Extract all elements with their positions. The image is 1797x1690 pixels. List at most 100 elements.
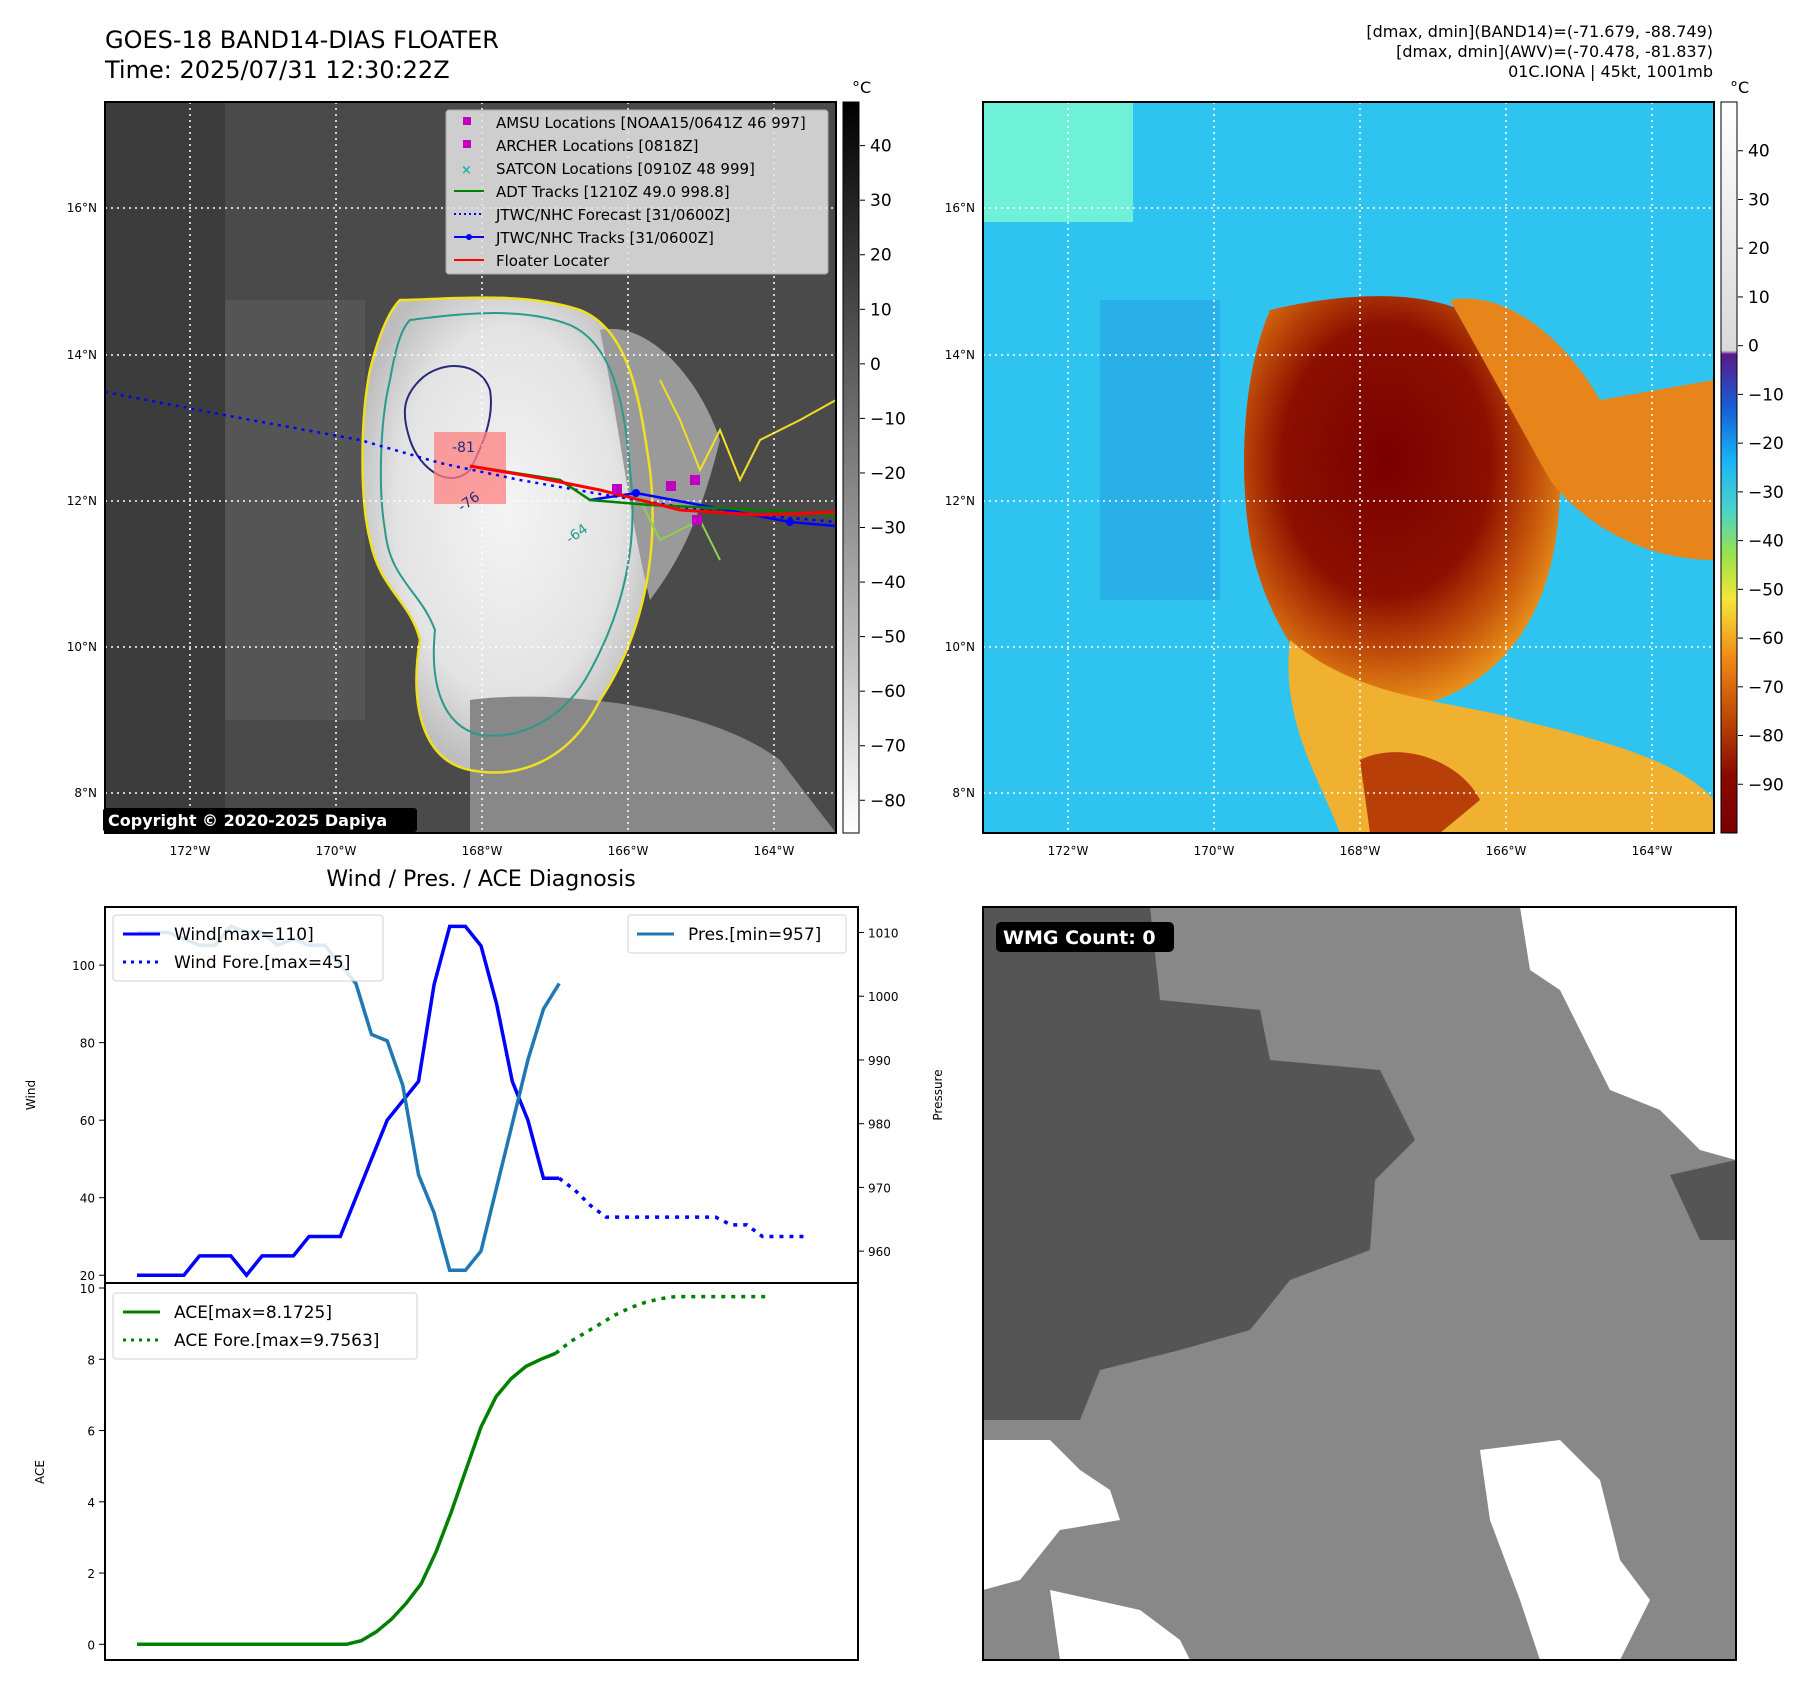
legend-jtwc: JTWC/NHC Tracks [31/0600Z] <box>495 229 714 247</box>
colorbar-tick-label: 30 <box>1748 190 1770 210</box>
ir-lon-tick: 170°W <box>316 844 357 858</box>
legend-wind-fore: Wind Fore.[max=45] <box>174 953 350 973</box>
awv-lat-tick: 14°N <box>945 348 975 362</box>
ir-panel: -81 -76 -64 AMSU Locations [NOAA15/0641Z… <box>67 78 906 858</box>
ir-lat-tick: 16°N <box>67 201 97 215</box>
copyright-badge <box>103 808 417 832</box>
awv-colorbar <box>1720 101 1738 834</box>
legend-floater: Floater Locater <box>496 252 610 270</box>
ir-lat-ticks: 16°N 14°N 12°N 10°N 8°N <box>67 201 97 800</box>
wmg-panel: WMG Count: 0 <box>982 906 1737 1661</box>
legend-ace-fore: ACE Fore.[max=9.7563] <box>174 1331 379 1351</box>
ace-frame <box>104 1282 859 1661</box>
info-awv: [dmax, dmin](AWV)=(-70.478, -81.837) <box>1396 42 1713 61</box>
colorbar-tick-label: −60 <box>1748 629 1784 649</box>
ir-lon-tick: 172°W <box>170 844 211 858</box>
colorbar-tick-label: 10 <box>870 300 892 320</box>
ace-axis-label: ACE <box>33 1460 47 1484</box>
ace-chart: 0 2 4 6 8 10 ACE ACE[max=8.1725] ACE Fore.[ma… <box>33 1282 859 1661</box>
pressure-y-tick-label: 1000 <box>868 990 899 1004</box>
pressure-y-tick-label: 960 <box>868 1245 891 1259</box>
ace-y-ticks: 0 2 4 6 8 10 <box>80 1282 105 1652</box>
pressure-axis-label: Pressure <box>931 1069 945 1120</box>
wind-y-tick-label: 80 <box>80 1037 95 1051</box>
info-storm: 01C.IONA | 45kt, 1001mb <box>1508 62 1713 81</box>
colorbar-tick-label: 10 <box>1748 288 1770 308</box>
colorbar-tick-label: −40 <box>1748 532 1784 552</box>
wind-y-tick-label: 20 <box>80 1269 95 1283</box>
legend-wind: Wind[max=110] <box>174 925 314 945</box>
wmg-count: WMG Count: 0 <box>1003 927 1156 949</box>
pressure-y-ticks: 960 970 980 990 1000 1010 <box>858 926 899 1259</box>
wind-y-tick-label: 40 <box>80 1192 95 1206</box>
ir-lat-tick: 8°N <box>74 786 97 800</box>
colorbar-tick-label: −20 <box>1748 434 1784 454</box>
awv-lat-tick: 10°N <box>945 640 975 654</box>
colorbar-tick-label: 30 <box>870 191 892 211</box>
wmg-white-region-w <box>983 1440 1120 1590</box>
colorbar-tick-label: −40 <box>870 573 906 593</box>
awv-lat-ticks: 16°N 14°N 12°N 10°N 8°N <box>945 201 975 800</box>
amsu-marker <box>612 484 622 494</box>
archer-marker <box>666 481 676 491</box>
wind-y-tick-label: 60 <box>80 1114 95 1128</box>
wmg-dark-region <box>983 907 1415 1420</box>
awv-lat-tick: 12°N <box>945 494 975 508</box>
colorbar-tick-label: 40 <box>870 137 892 157</box>
colorbar-tick-label: 20 <box>1748 239 1770 259</box>
ir-frame <box>104 101 837 834</box>
ir-lon-ticks: 172°W 170°W 168°W 166°W 164°W <box>170 844 795 858</box>
wind-legend: Wind[max=110] Wind Fore.[max=45] <box>112 914 384 982</box>
ace-legend: ACE[max=8.1725] ACE Fore.[max=9.7563] <box>112 1292 418 1360</box>
pressure-y-tick-label: 980 <box>868 1118 891 1132</box>
ir-colorbar-unit: °C <box>852 78 871 97</box>
wmg-white-region-ne <box>1500 907 1736 1160</box>
ir-legend: AMSU Locations [NOAA15/0641Z 46 997] ARC… <box>445 109 829 275</box>
awv-lon-tick: 172°W <box>1048 844 1089 858</box>
colorbar-tick-label: −60 <box>870 682 906 702</box>
ir-colorbar <box>842 101 860 834</box>
legend-ace: ACE[max=8.1725] <box>174 1303 332 1323</box>
floater-locater-track <box>469 464 836 517</box>
colorbar-tick-label: −70 <box>1748 678 1784 698</box>
awv-gridlines <box>983 102 1714 833</box>
pressure-y-tick-label: 1010 <box>868 926 899 940</box>
legend-satcon-marker: × <box>461 163 472 178</box>
colorbar-tick-label: −30 <box>1748 483 1784 503</box>
ir-contour-teal <box>379 312 634 737</box>
ace-y-tick-label: 4 <box>87 1496 95 1510</box>
wind-y-ticks: 20 40 60 80 100 <box>72 959 105 1283</box>
copyright-text: Copyright © 2020-2025 Dapiya <box>108 811 387 830</box>
legend-forecast: JTWC/NHC Forecast [31/0600Z] <box>495 206 730 224</box>
colorbar-tick-label: −80 <box>1748 727 1784 747</box>
colorbar-tick-label: −80 <box>870 791 906 811</box>
wmg-white-region-se <box>1480 1440 1650 1660</box>
colorbar-tick-label: −50 <box>1748 580 1784 600</box>
legend-adt: ADT Tracks [1210Z 49.0 998.8] <box>496 183 730 201</box>
pressure-y-tick-label: 970 <box>868 1181 891 1195</box>
wind-y-tick-label: 100 <box>72 959 95 973</box>
colorbar-tick-label: 0 <box>1748 337 1759 357</box>
ace-y-tick-label: 6 <box>87 1425 95 1439</box>
legend-archer: ARCHER Locations [0818Z] <box>496 137 699 155</box>
ir-cloud-shield <box>362 297 653 773</box>
awv-lon-tick: 170°W <box>1194 844 1235 858</box>
floater-box <box>434 432 506 504</box>
wind-pressure-chart: Wind / Pres. / ACE Diagnosis 20 40 60 80 100… <box>24 867 945 1284</box>
awv-frame <box>982 101 1715 834</box>
awv-lon-tick: 166°W <box>1486 844 1527 858</box>
colorbar-tick-label: −50 <box>870 628 906 648</box>
series-line <box>558 1176 810 1239</box>
awv-lon-tick: 168°W <box>1340 844 1381 858</box>
ir-colorbar-ticks: 40 30 20 10 0 −10 −20 −30 −40 −50 −60 −70 −80 <box>860 137 906 811</box>
legend-satcon: SATCON Locations [0910Z 48 999] <box>496 160 755 178</box>
legend-amsu: AMSU Locations [NOAA15/0641Z 46 997] <box>496 114 806 132</box>
series-line <box>137 924 560 1278</box>
ace-y-tick-label: 2 <box>87 1567 95 1581</box>
colorbar-tick-label: 20 <box>870 246 892 266</box>
series-line <box>137 1351 557 1647</box>
ace-marks <box>137 1294 766 1647</box>
colorbar-tick-label: −90 <box>1748 775 1784 795</box>
info-block: [dmax, dmin](BAND14)=(-71.679, -88.749) … <box>1366 22 1713 82</box>
